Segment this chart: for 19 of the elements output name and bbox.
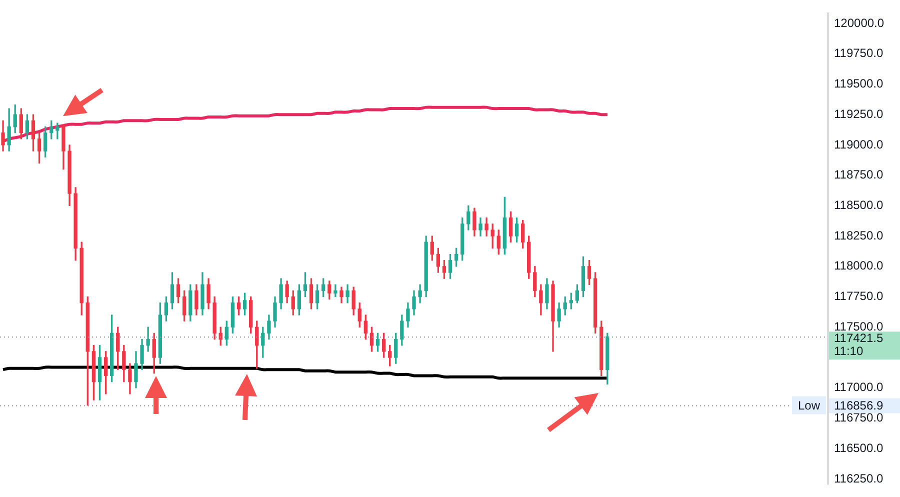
y-tick-label: 119750.0 bbox=[834, 46, 884, 60]
y-tick-label: 117500.0 bbox=[834, 319, 884, 334]
y-tick-label: 116500.0 bbox=[834, 440, 884, 455]
annotation: Low bbox=[798, 398, 820, 413]
y-tick-label: 119500.0 bbox=[834, 76, 884, 91]
y-tick-label: 118000.0 bbox=[834, 258, 884, 273]
y-tick-label: 120000.0 bbox=[834, 16, 884, 30]
y-tick-label: 119250.0 bbox=[834, 106, 884, 121]
y-tick-label: 117750.0 bbox=[834, 289, 884, 304]
ref-line-label: 116856.9 bbox=[834, 398, 884, 413]
y-tick-label: 116250.0 bbox=[834, 471, 884, 486]
y-tick-label: 119000.0 bbox=[834, 137, 884, 152]
y-tick-label: 117000.0 bbox=[834, 380, 884, 394]
y-tick-label: 118750.0 bbox=[834, 168, 884, 182]
y-tick-label: 116750.0 bbox=[834, 410, 884, 425]
y-tick-label: 118250.0 bbox=[834, 228, 884, 242]
ref-line-label: 117421.5 bbox=[834, 330, 884, 345]
text: 11:10 bbox=[834, 344, 864, 358]
y-tick-label: 118500.0 bbox=[834, 198, 884, 212]
